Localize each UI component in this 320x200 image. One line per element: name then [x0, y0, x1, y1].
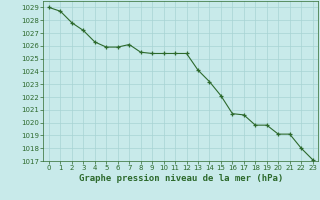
- X-axis label: Graphe pression niveau de la mer (hPa): Graphe pression niveau de la mer (hPa): [79, 174, 283, 183]
